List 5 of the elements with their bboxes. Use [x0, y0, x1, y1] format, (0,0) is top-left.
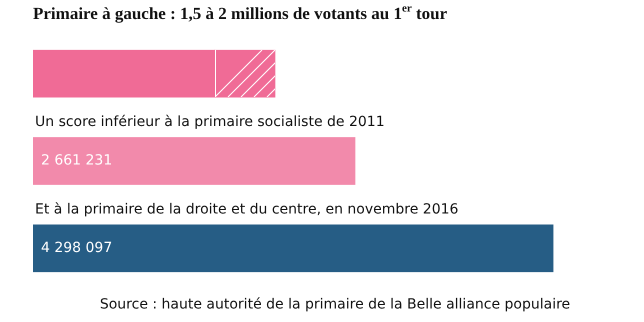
y-tick-label: Et à la primaire de la droite et du centre, en novembre 2016 — [35, 201, 459, 218]
data-label: 4 298 097 — [41, 240, 112, 256]
y-tick-label: Un score inférieur à la primaire socialiste de 2011 — [35, 114, 385, 130]
data-label: 2 661 231 — [41, 152, 112, 169]
source-note: Source : haute autorité de la primaire de la Belle alliance populaire — [100, 296, 570, 313]
